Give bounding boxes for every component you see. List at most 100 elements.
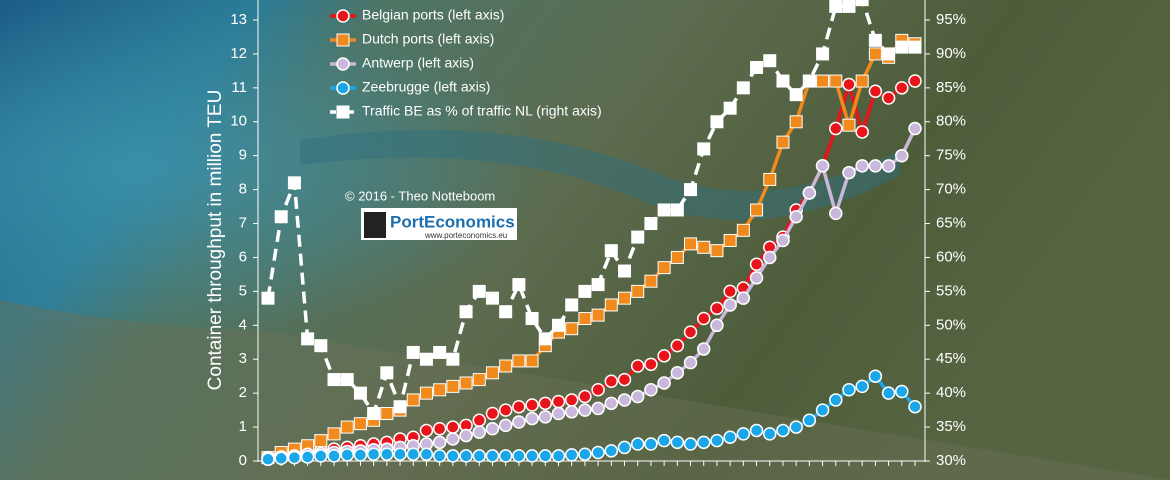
point (578, 284, 592, 298)
point (683, 437, 698, 451)
point (895, 384, 909, 399)
y2-tick-label: 65% (936, 215, 966, 232)
point (710, 433, 724, 448)
point (419, 386, 433, 400)
point (697, 240, 711, 254)
y2-tick-label: 70% (936, 181, 966, 198)
y2-tick-label: 35% (936, 418, 966, 435)
point (710, 115, 724, 129)
point (591, 278, 605, 292)
point (855, 0, 869, 7)
point (340, 448, 354, 462)
point (630, 359, 645, 373)
logo: PortEconomics www.porteconomics.eu (361, 208, 517, 240)
point (551, 449, 566, 463)
y-tick-label: 1 (239, 418, 247, 435)
logo-text: PortEconomics (390, 212, 515, 231)
y-tick-label: 2 (239, 384, 247, 401)
point (565, 298, 579, 312)
point (538, 449, 553, 463)
y2-tick-label: 45% (936, 350, 966, 367)
point (670, 435, 685, 450)
point (816, 47, 830, 61)
y2-tick-label: 60% (936, 248, 966, 265)
legend-label: Belgian ports (left axis) (362, 7, 504, 23)
point (327, 449, 341, 463)
point (498, 418, 513, 433)
point (604, 396, 619, 411)
point (842, 383, 856, 397)
point (353, 448, 368, 462)
point (736, 291, 751, 305)
point (815, 159, 830, 173)
point (618, 291, 632, 305)
point (710, 318, 724, 333)
point (683, 325, 698, 339)
point (617, 372, 632, 387)
point (366, 447, 381, 461)
point (763, 250, 777, 265)
point (446, 432, 460, 446)
point (591, 445, 605, 460)
y-tick-label: 9 (239, 147, 247, 164)
legend-marker (336, 9, 350, 23)
point (776, 233, 790, 248)
point (499, 359, 513, 373)
point (670, 250, 684, 264)
point (710, 244, 724, 258)
point (816, 74, 830, 88)
point (406, 447, 420, 461)
point (868, 369, 883, 383)
point (604, 374, 619, 389)
point (723, 284, 737, 299)
point (591, 308, 605, 322)
point (340, 420, 354, 434)
point (908, 40, 922, 54)
y-tick-label: 11 (231, 79, 247, 96)
point (512, 354, 526, 368)
point (538, 396, 553, 411)
point (419, 423, 434, 438)
point (776, 423, 790, 438)
point (630, 437, 645, 451)
point (459, 449, 473, 463)
y-tick-label: 13 (230, 11, 247, 28)
point (485, 366, 499, 380)
point (261, 452, 275, 467)
y2-tick-label: 30% (936, 452, 966, 469)
point (367, 407, 381, 421)
point (287, 450, 302, 465)
y-tick-label: 7 (239, 215, 247, 232)
point (802, 74, 816, 88)
point (472, 449, 487, 463)
y2-tick-label: 50% (936, 316, 966, 333)
point (631, 284, 645, 298)
point (525, 398, 539, 412)
point (472, 413, 487, 428)
point (895, 40, 909, 54)
point (855, 125, 869, 139)
point (617, 393, 632, 407)
legend-label: Dutch ports (left axis) (362, 31, 494, 47)
point (881, 386, 896, 400)
point (446, 420, 460, 434)
point (485, 449, 500, 463)
y2-tick-label: 90% (936, 45, 966, 62)
point (564, 393, 579, 407)
point (433, 383, 447, 397)
point (696, 342, 711, 356)
point (393, 400, 407, 414)
point (499, 305, 513, 319)
point (657, 433, 671, 448)
y-tick-label: 0 (239, 452, 247, 469)
point (881, 91, 896, 105)
point (380, 407, 394, 421)
y-axis-label: Container throughput in million TEU (205, 90, 226, 391)
point (327, 373, 341, 387)
y-tick-label: 6 (239, 248, 247, 265)
point (551, 318, 565, 332)
point (684, 237, 698, 251)
point (314, 434, 328, 448)
point (657, 203, 671, 217)
point (472, 425, 487, 439)
